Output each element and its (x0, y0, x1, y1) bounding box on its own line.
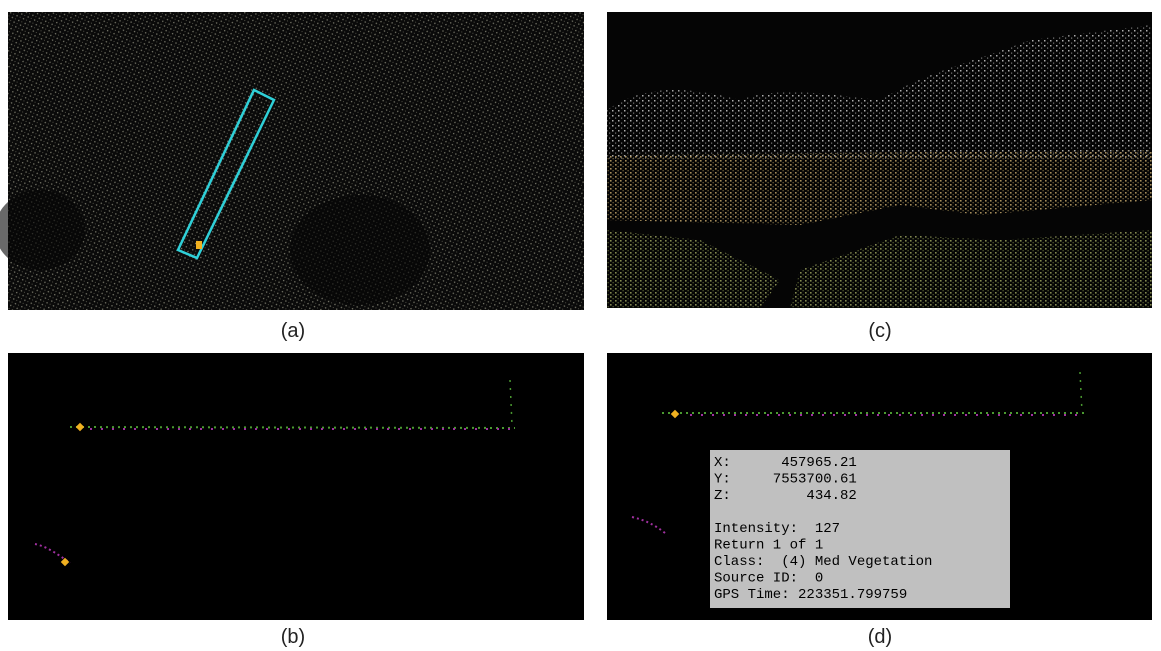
profile-points (70, 427, 515, 428)
selected-point (196, 241, 202, 249)
panel-label: (d) (868, 626, 892, 648)
info-line: Z: 434.82 (714, 488, 857, 504)
info-line: GPS Time: 223351.799759 (714, 587, 907, 603)
info-line: X: 457965.21 (714, 455, 857, 471)
info-line: Intensity: 127 (714, 521, 840, 537)
shadow (290, 195, 430, 305)
panel-d: X: 457965.21Y: 7553700.61Z: 434.82 Intens… (607, 353, 1152, 648)
panel-background (8, 353, 584, 620)
figure: (a) (c) (b) X: 457965.21Y: 7553700.61Z: … (0, 0, 1161, 651)
info-line: Source ID: 0 (714, 571, 823, 587)
panel-label: (a) (281, 320, 305, 342)
info-line: Return 1 of 1 (714, 538, 823, 554)
panel-a: (a) (0, 12, 584, 342)
panel-c: (c) (607, 12, 1152, 342)
panel-label: (c) (868, 320, 891, 342)
info-line: Y: 7553700.61 (714, 472, 857, 488)
info-line: Class: (4) Med Vegetation (714, 554, 932, 570)
panel-b: (b) (8, 353, 584, 648)
panel-label: (b) (281, 626, 305, 648)
